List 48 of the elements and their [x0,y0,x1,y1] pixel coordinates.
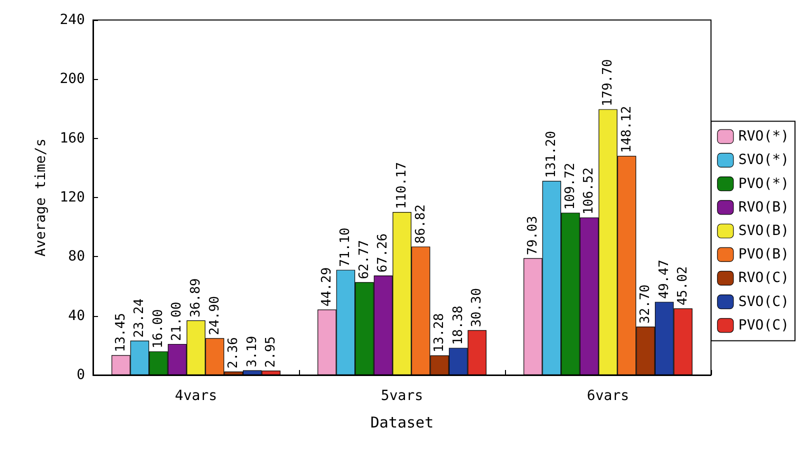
data-label: 49.47 [656,260,672,299]
y-tick-label: 40 [68,308,85,324]
legend-label: RVO(C) [738,270,790,286]
y-tick-label: 120 [60,190,85,206]
data-label: 110.17 [394,162,410,210]
data-label: 2.95 [264,336,279,368]
data-label: 44.29 [319,267,334,306]
y-axis-title: Average time/s [33,138,49,257]
data-label: 16.00 [150,309,166,348]
data-label: 67.26 [376,233,391,273]
data-label: 45.02 [676,266,691,306]
data-label: 36.89 [188,278,204,318]
data-label: 79.03 [525,216,540,256]
y-tick-label: 200 [60,71,85,88]
data-label: 148.12 [619,106,634,153]
legend-label: RVO(B) [738,199,790,216]
data-label: 109.72 [562,162,578,210]
data-label: 23.24 [132,298,148,338]
legend-label: SVO(C) [738,294,790,310]
legend-label: PVO(B) [738,246,790,263]
x-tick-label: 6vars [586,388,630,404]
data-label: 62.77 [356,240,372,280]
x-tick-label: 4vars [174,388,218,404]
data-label: 179.70 [600,59,616,106]
legend-label: SVO(*) [738,152,790,168]
data-label: 21.00 [170,302,185,341]
x-tick-label: 5vars [380,388,424,404]
x-axis-title: Dataset [370,414,434,432]
y-tick-label: 240 [60,12,85,28]
data-label: 30.30 [470,288,485,328]
data-label: 13.28 [432,313,448,352]
y-tick-label: 0 [76,367,85,383]
legend-label: RVO(*) [738,128,790,145]
data-label: 32.70 [638,284,654,324]
y-tick-label: 160 [60,130,85,146]
data-label: 18.38 [450,306,466,345]
data-label: 86.82 [413,204,428,244]
legend-label: SVO(B) [738,223,790,239]
data-label: 2.36 [226,337,242,369]
legend-label: PVO(C) [738,317,790,334]
data-label: 3.19 [244,336,260,368]
data-label: 24.90 [207,296,222,336]
data-label: 106.52 [582,167,597,214]
y-tick-label: 80 [68,248,85,265]
data-label: 131.20 [544,130,560,178]
data-label: 71.10 [338,228,354,267]
legend-label: PVO(*) [738,176,790,192]
data-label: 13.45 [113,312,128,352]
